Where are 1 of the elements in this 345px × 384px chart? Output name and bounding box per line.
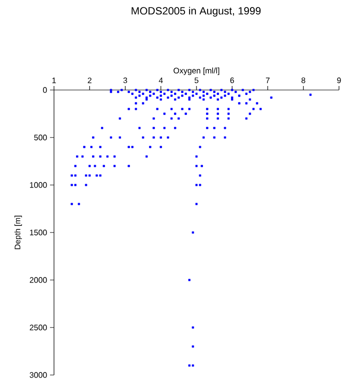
chart-title: MODS2005 in August, 1999	[132, 6, 261, 17]
